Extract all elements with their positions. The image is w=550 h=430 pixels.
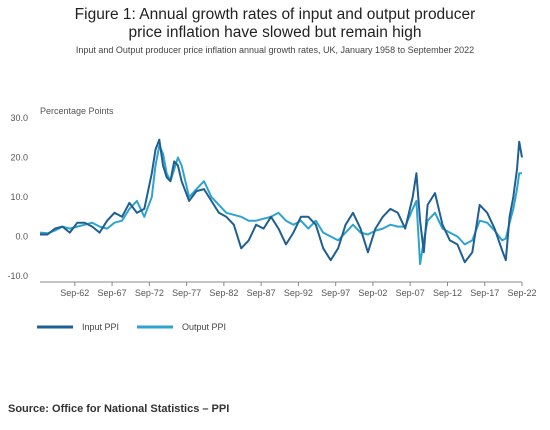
series-line-output-ppi — [39, 144, 522, 266]
x-tick-label: Sep-12 — [433, 288, 462, 298]
axes: Percentage Points 30.0 20.0 10.0 0.0 -10.0 Sep… — [7, 106, 536, 298]
y-axis-label: Percentage Points — [40, 106, 114, 116]
y-tick-label: 20.0 — [10, 153, 28, 163]
x-tick-label: Sep-82 — [209, 288, 238, 298]
x-tick-label: Sep-72 — [135, 288, 164, 298]
y-tick-label: -10.0 — [7, 271, 28, 281]
line-chart: Percentage Points 30.0 20.0 10.0 0.0 -10.0 Sep… — [7, 106, 536, 332]
x-tick-label: Sep-02 — [358, 288, 387, 298]
legend-label: Output PPI — [182, 322, 226, 332]
y-tick-label: 10.0 — [10, 192, 28, 202]
y-tick-label: 0.0 — [15, 232, 28, 242]
x-tick-label: Sep-87 — [247, 288, 276, 298]
chart-title: Figure 1: Annual growth rates of input a… — [74, 6, 476, 41]
x-tick-label: Sep-62 — [60, 288, 89, 298]
legend: Input PPI Output PPI — [37, 322, 226, 332]
x-tick-label: Sep-22 — [507, 288, 536, 298]
x-tick-label: Sep-97 — [321, 288, 350, 298]
chart-subtitle: Input and Output producer price inflatio… — [75, 45, 475, 55]
y-tick-label: 30.0 — [10, 113, 28, 123]
series-lines — [39, 138, 523, 266]
x-tick-label: Sep-17 — [470, 288, 499, 298]
series-line-input-ppi — [40, 138, 523, 264]
x-tick-label: Sep-77 — [172, 288, 201, 298]
x-tick-label: Sep-92 — [284, 288, 313, 298]
source-note: Source: Office for National Statistics –… — [8, 403, 230, 415]
x-tick-label: Sep-67 — [98, 288, 127, 298]
legend-label: Input PPI — [82, 322, 119, 332]
x-tick-label: Sep-07 — [396, 288, 425, 298]
